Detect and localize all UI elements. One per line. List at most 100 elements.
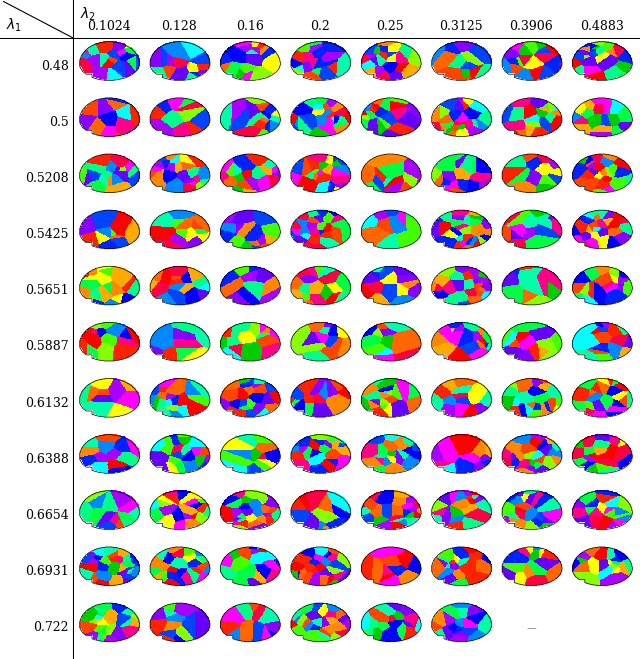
Point xyxy=(70,536,81,547)
Point xyxy=(563,480,573,490)
Text: 0.4883: 0.4883 xyxy=(580,20,623,33)
Point xyxy=(141,143,151,154)
Point xyxy=(422,480,433,490)
Point xyxy=(352,312,362,322)
Point xyxy=(211,536,221,547)
Point xyxy=(282,143,292,154)
Point xyxy=(422,536,433,547)
Point xyxy=(211,200,221,210)
Point xyxy=(422,312,433,322)
Text: 0.722: 0.722 xyxy=(34,621,69,634)
Text: 0.16: 0.16 xyxy=(236,20,264,33)
Point xyxy=(70,87,81,98)
Point xyxy=(282,424,292,434)
Point xyxy=(493,480,503,490)
Point xyxy=(563,87,573,98)
Text: 0.5425: 0.5425 xyxy=(26,228,69,241)
Point xyxy=(493,256,503,266)
Point xyxy=(282,200,292,210)
Text: $\lambda_1$: $\lambda_1$ xyxy=(6,17,22,34)
Point xyxy=(352,143,362,154)
Text: 0.3906: 0.3906 xyxy=(509,20,553,33)
Text: 0.5208: 0.5208 xyxy=(26,172,69,185)
Point xyxy=(493,87,503,98)
Point xyxy=(70,424,81,434)
Point xyxy=(352,648,362,659)
Point xyxy=(352,480,362,490)
Point xyxy=(211,143,221,154)
Point xyxy=(563,592,573,603)
Point xyxy=(141,200,151,210)
Point xyxy=(282,87,292,98)
Point xyxy=(352,592,362,603)
Text: 0.5887: 0.5887 xyxy=(26,341,69,353)
Point xyxy=(70,143,81,154)
Point xyxy=(141,368,151,378)
Point xyxy=(422,143,433,154)
Point xyxy=(70,368,81,378)
Point xyxy=(422,87,433,98)
Text: 0.1024: 0.1024 xyxy=(87,20,131,33)
Text: —: — xyxy=(526,623,536,633)
Point xyxy=(493,424,503,434)
Point xyxy=(563,424,573,434)
Text: 0.6931: 0.6931 xyxy=(26,565,69,578)
Point xyxy=(211,312,221,322)
Point xyxy=(70,648,81,659)
Point xyxy=(352,536,362,547)
Point xyxy=(141,592,151,603)
Point xyxy=(141,648,151,659)
Text: $\lambda_2$: $\lambda_2$ xyxy=(80,5,96,22)
Point xyxy=(282,368,292,378)
Point xyxy=(70,200,81,210)
Point xyxy=(422,200,433,210)
Point xyxy=(422,424,433,434)
Point xyxy=(563,200,573,210)
Point xyxy=(282,592,292,603)
Point xyxy=(282,480,292,490)
Point xyxy=(422,256,433,266)
Text: 0.5651: 0.5651 xyxy=(26,284,69,297)
Point xyxy=(493,592,503,603)
Point xyxy=(141,480,151,490)
Point xyxy=(563,536,573,547)
Point xyxy=(563,143,573,154)
Point xyxy=(141,424,151,434)
Point xyxy=(352,256,362,266)
Point xyxy=(563,312,573,322)
Point xyxy=(141,87,151,98)
Point xyxy=(141,256,151,266)
Point xyxy=(282,312,292,322)
Text: 0.6132: 0.6132 xyxy=(26,397,69,410)
Point xyxy=(352,368,362,378)
Point xyxy=(493,312,503,322)
Text: 0.25: 0.25 xyxy=(376,20,404,33)
Point xyxy=(493,200,503,210)
Point xyxy=(211,87,221,98)
Text: 0.48: 0.48 xyxy=(41,60,69,72)
Point xyxy=(493,536,503,547)
Point xyxy=(282,536,292,547)
Point xyxy=(70,480,81,490)
Point xyxy=(493,368,503,378)
Point xyxy=(211,648,221,659)
Point xyxy=(352,424,362,434)
Text: 0.6654: 0.6654 xyxy=(26,509,69,522)
Point xyxy=(282,256,292,266)
Point xyxy=(70,312,81,322)
Text: 0.6388: 0.6388 xyxy=(25,453,69,466)
Text: 0.128: 0.128 xyxy=(161,20,197,33)
Point xyxy=(211,480,221,490)
Point xyxy=(422,592,433,603)
Point xyxy=(211,592,221,603)
Text: 0.5: 0.5 xyxy=(49,116,69,129)
Point xyxy=(70,256,81,266)
Point xyxy=(352,87,362,98)
Point xyxy=(493,143,503,154)
Point xyxy=(422,648,433,659)
Point xyxy=(211,256,221,266)
Point xyxy=(211,368,221,378)
Point xyxy=(70,592,81,603)
Point xyxy=(141,536,151,547)
Point xyxy=(563,256,573,266)
